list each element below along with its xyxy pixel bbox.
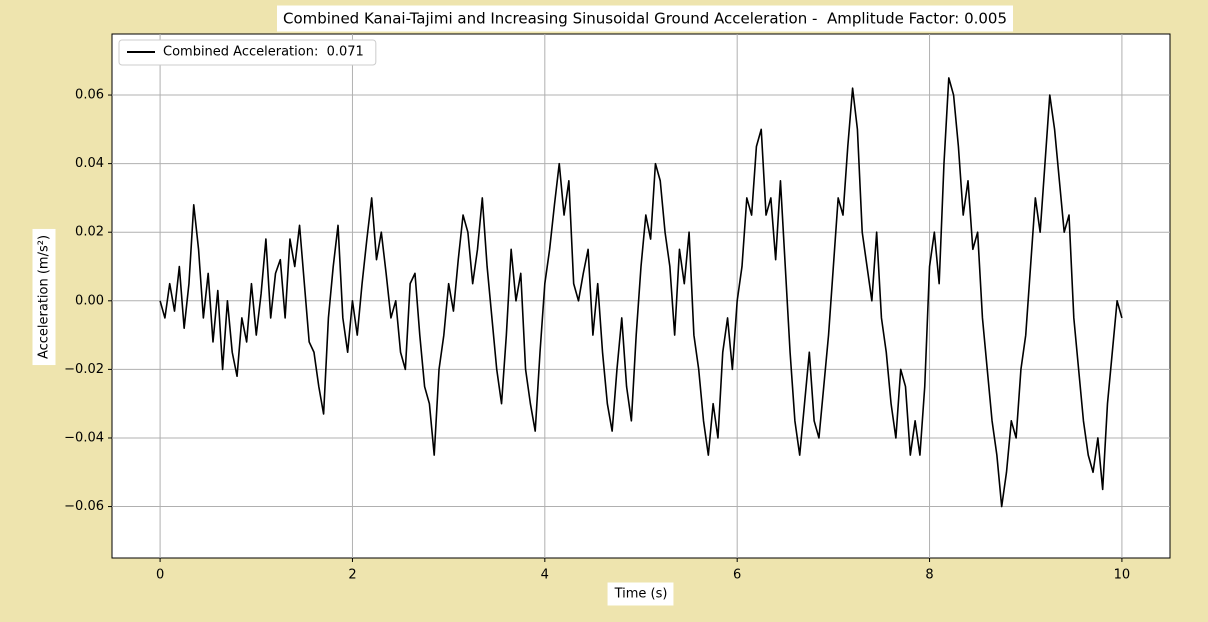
x-tick-label: 2 (348, 568, 356, 583)
x-tick-label: 0 (156, 568, 164, 583)
x-tick-label: 6 (733, 568, 741, 583)
legend-label: Combined Acceleration: 0.071 (163, 45, 364, 60)
chart-title: Combined Kanai-Tajimi and Increasing Sin… (283, 10, 1007, 28)
plot-area (111, 33, 1171, 559)
y-tick-label: 0.04 (75, 156, 104, 171)
y-tick-label: −0.04 (64, 430, 104, 445)
label-box (276, 5, 1014, 32)
y-tick-label: −0.06 (64, 499, 104, 514)
legend-box (118, 39, 377, 66)
x-tick-label: 8 (925, 568, 933, 583)
legend: Combined Acceleration: 0.071 (118, 39, 377, 66)
x-tick-label: 10 (1114, 568, 1131, 583)
data-line (159, 77, 1123, 508)
y-axis-label: Acceleration (m/s²) (37, 235, 52, 359)
x-tick-label: 4 (541, 568, 549, 583)
x-axis-label: Time (s) (614, 587, 668, 602)
label-box (32, 228, 56, 366)
y-tick-label: −0.02 (64, 362, 104, 377)
y-tick-label: 0.00 (75, 293, 104, 308)
y-tick-label: 0.06 (75, 88, 104, 103)
y-tick-label: 0.02 (75, 225, 104, 240)
label-box (607, 582, 674, 606)
